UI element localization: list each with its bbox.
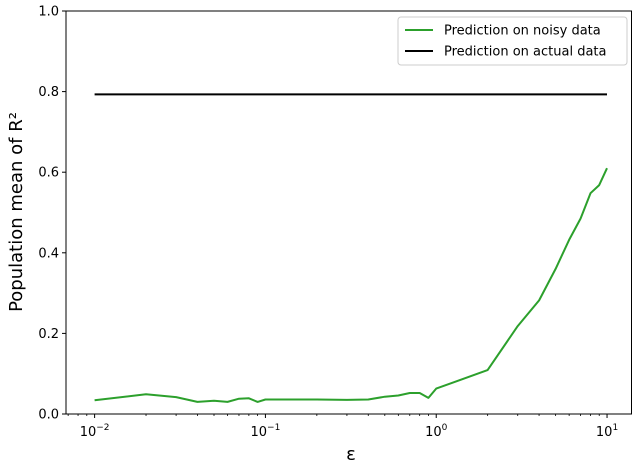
x-axis-label: ε <box>346 444 356 463</box>
x-tick-label: 10−2 <box>80 423 110 440</box>
legend-label: Prediction on noisy data <box>444 24 601 39</box>
series-layer <box>95 94 607 402</box>
y-tick-label: 0.2 <box>38 327 59 342</box>
x-axis: 10−2 10−1 100 101 <box>68 414 618 440</box>
y-tick-label: 0.6 <box>38 166 59 181</box>
y-tick-label: 0.8 <box>38 85 59 100</box>
legend: Prediction on noisy data Prediction on ac… <box>398 17 627 65</box>
x-tick-label: 10−1 <box>251 423 281 440</box>
legend-label: Prediction on actual data <box>444 45 606 60</box>
x-tick-label: 101 <box>596 423 618 440</box>
series-line-noisy <box>95 168 607 402</box>
y-tick-label: 0.0 <box>38 408 59 423</box>
y-tick-label: 1.0 <box>38 5 59 20</box>
y-axis-label: Population mean of R² <box>6 112 27 312</box>
x-tick-label: 100 <box>425 423 448 440</box>
y-tick-label: 0.4 <box>38 246 59 261</box>
axes-frame <box>66 11 632 414</box>
y-axis: 0.0 0.2 0.4 0.6 0.8 1.0 <box>38 5 66 423</box>
